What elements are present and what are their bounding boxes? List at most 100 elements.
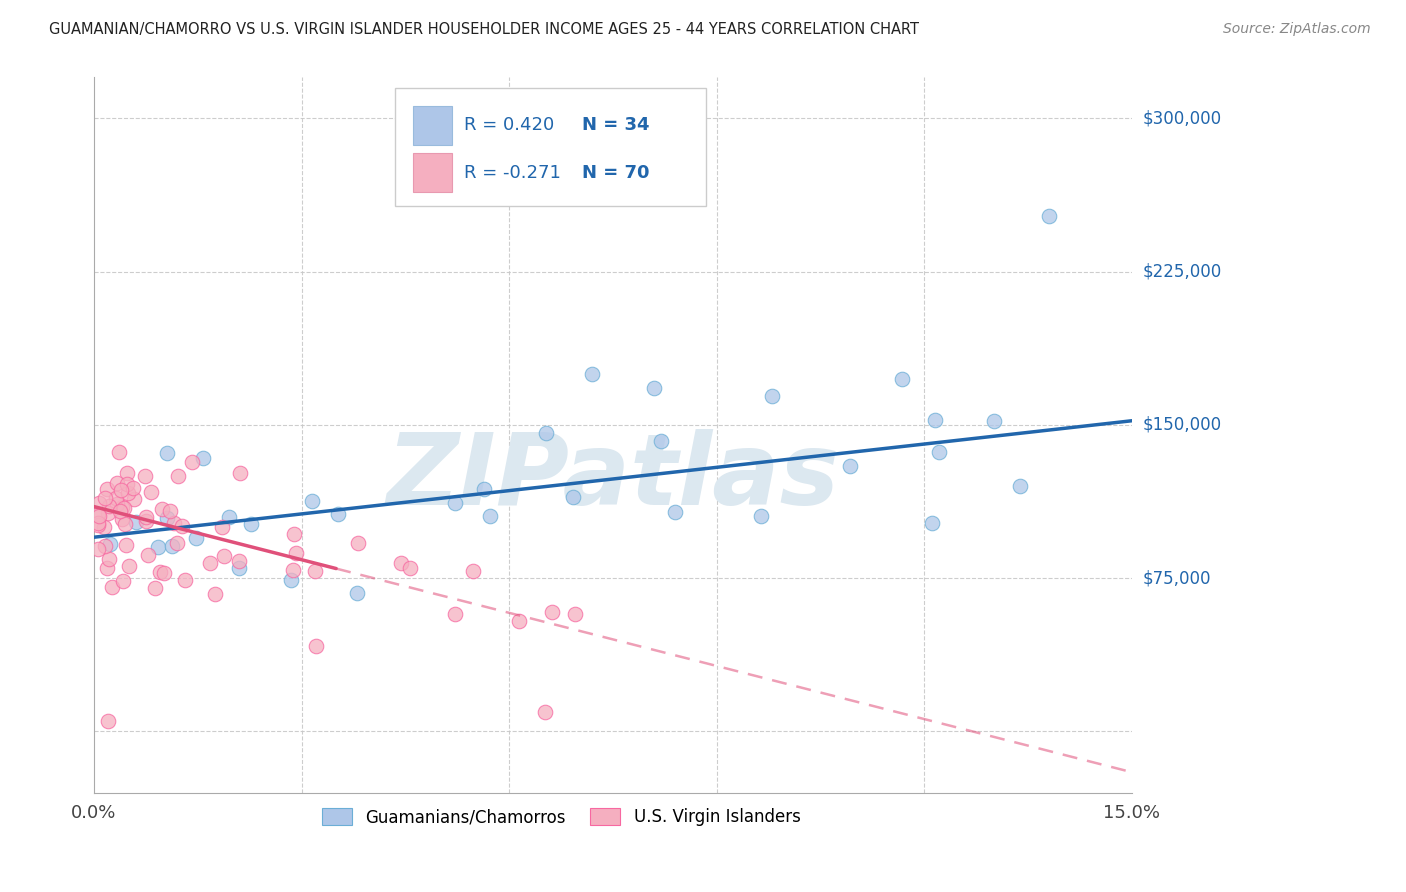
Point [97, 714, 120, 728]
Point [581, 367, 603, 381]
Point [229, 466, 252, 480]
Point [170, 519, 193, 533]
Point [166, 535, 188, 549]
Point [94, 491, 117, 506]
Point [110, 500, 132, 514]
Point [301, 493, 323, 508]
Point [283, 527, 305, 541]
Point [117, 477, 139, 491]
Point [212, 549, 235, 563]
Point [461, 564, 484, 578]
Point [87, 518, 110, 533]
Point [112, 500, 135, 515]
Point [97, 551, 120, 566]
Point [200, 556, 222, 570]
Point [650, 434, 672, 448]
Point [534, 705, 557, 719]
Point [193, 450, 215, 465]
Point [304, 564, 326, 578]
Point [136, 548, 159, 562]
Point [149, 565, 172, 579]
Point [928, 445, 950, 459]
Point [761, 389, 783, 403]
Point [280, 573, 302, 587]
FancyBboxPatch shape [412, 106, 453, 145]
Point [204, 587, 226, 601]
Point [921, 516, 943, 530]
Point [117, 558, 139, 573]
Point [148, 540, 170, 554]
Text: R = -0.271: R = -0.271 [464, 163, 561, 182]
Text: R = 0.420: R = 0.420 [464, 116, 555, 135]
Legend: Guamanians/Chamorros, U.S. Virgin Islanders: Guamanians/Chamorros, U.S. Virgin Island… [314, 799, 808, 834]
Point [152, 566, 174, 580]
Point [98, 499, 121, 513]
Point [135, 510, 157, 524]
Point [150, 502, 173, 516]
Point [163, 516, 186, 530]
Point [115, 466, 138, 480]
Point [94, 539, 117, 553]
Point [983, 414, 1005, 428]
Point [86, 516, 108, 531]
Point [87, 507, 110, 521]
Point [444, 607, 467, 622]
Point [443, 496, 465, 510]
Text: N = 70: N = 70 [582, 163, 650, 182]
Point [110, 512, 132, 526]
Point [89, 508, 111, 523]
Text: $75,000: $75,000 [1143, 569, 1212, 587]
FancyBboxPatch shape [395, 88, 706, 206]
Point [472, 482, 495, 496]
Point [97, 506, 120, 520]
Point [166, 469, 188, 483]
Point [239, 517, 262, 532]
Point [211, 520, 233, 534]
Text: $300,000: $300,000 [1143, 110, 1222, 128]
Point [122, 491, 145, 506]
Point [561, 490, 583, 504]
Point [218, 510, 240, 524]
Point [159, 504, 181, 518]
Point [890, 372, 912, 386]
FancyBboxPatch shape [412, 153, 453, 192]
Point [749, 509, 772, 524]
Point [115, 538, 138, 552]
Point [173, 573, 195, 587]
Point [96, 561, 118, 575]
Point [389, 556, 412, 570]
Point [134, 469, 156, 483]
Point [105, 497, 128, 511]
Text: $150,000: $150,000 [1143, 416, 1222, 434]
Point [1038, 210, 1060, 224]
Point [112, 574, 135, 588]
Text: $225,000: $225,000 [1143, 262, 1222, 281]
Point [184, 532, 207, 546]
Point [110, 483, 132, 497]
Point [305, 640, 328, 654]
Point [326, 507, 349, 521]
Text: N = 34: N = 34 [582, 116, 650, 135]
Point [105, 491, 128, 506]
Point [399, 561, 422, 575]
Point [643, 381, 665, 395]
Point [143, 581, 166, 595]
Point [479, 509, 502, 524]
Point [114, 517, 136, 532]
Text: GUAMANIAN/CHAMORRO VS U.S. VIRGIN ISLANDER HOUSEHOLDER INCOME AGES 25 - 44 YEARS: GUAMANIAN/CHAMORRO VS U.S. VIRGIN ISLAND… [49, 22, 920, 37]
Point [155, 445, 177, 459]
Point [564, 607, 586, 622]
Point [139, 484, 162, 499]
Point [228, 553, 250, 567]
Point [281, 563, 304, 577]
Point [160, 539, 183, 553]
Point [122, 481, 145, 495]
Point [664, 505, 686, 519]
Point [508, 614, 530, 628]
Point [108, 503, 131, 517]
Point [838, 459, 860, 474]
Text: Source: ZipAtlas.com: Source: ZipAtlas.com [1223, 22, 1371, 37]
Point [156, 510, 179, 524]
Point [285, 545, 308, 559]
Point [924, 413, 946, 427]
